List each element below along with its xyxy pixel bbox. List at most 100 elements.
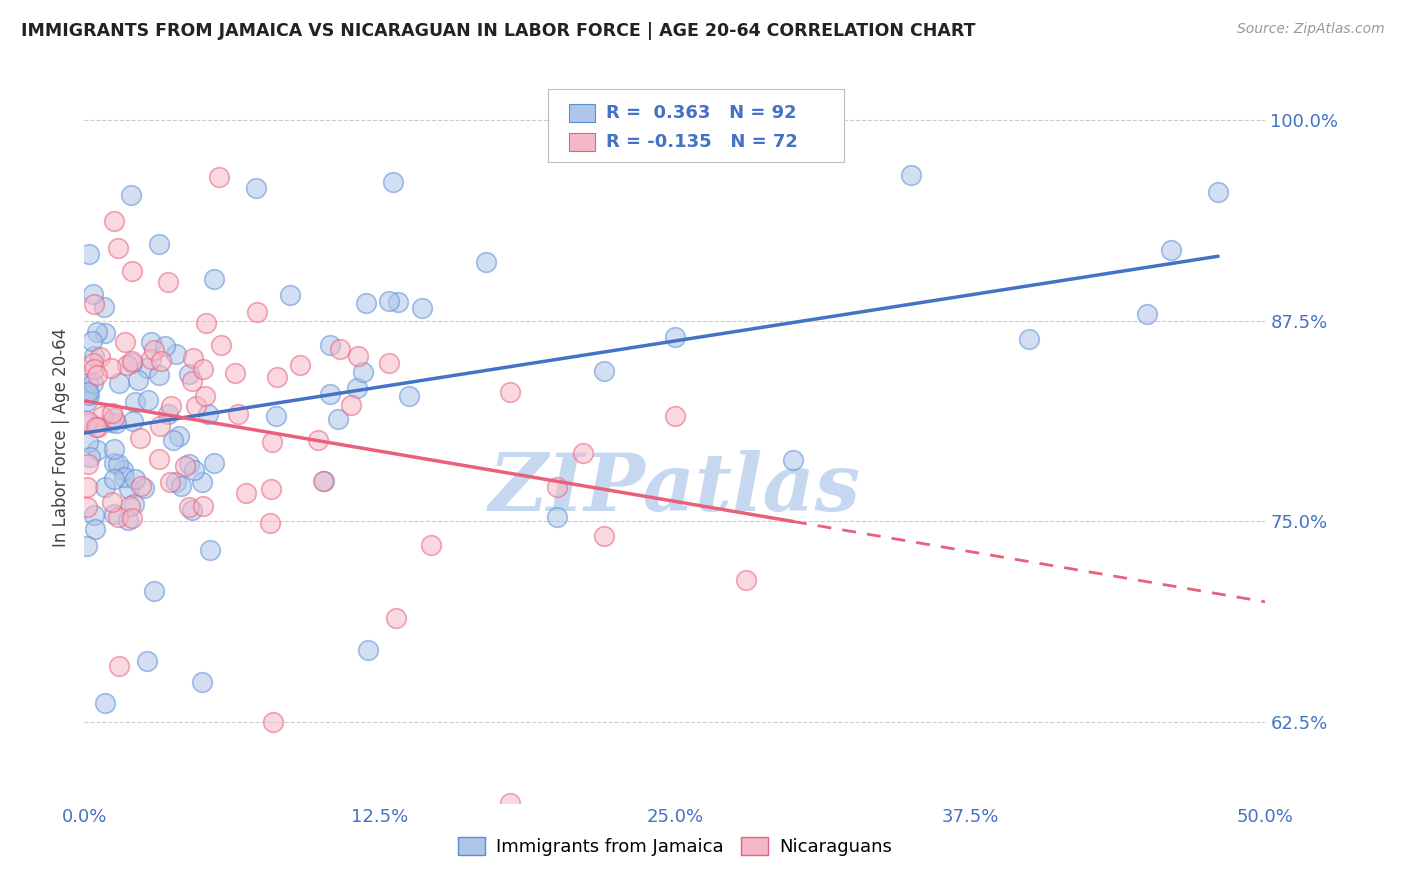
Point bbox=[1136, 307, 1159, 321]
Point bbox=[208, 169, 231, 184]
Point bbox=[174, 459, 197, 474]
Point bbox=[782, 453, 804, 467]
Point bbox=[94, 696, 117, 710]
Point bbox=[79, 387, 101, 401]
Point bbox=[153, 338, 176, 352]
Point bbox=[91, 409, 114, 423]
Point bbox=[76, 480, 98, 494]
Legend: Immigrants from Jamaica, Nicaraguans: Immigrants from Jamaica, Nicaraguans bbox=[450, 830, 900, 863]
Text: ZIPatlas: ZIPatlas bbox=[489, 450, 860, 527]
Point bbox=[83, 296, 105, 310]
Point bbox=[664, 330, 686, 344]
Point bbox=[198, 542, 221, 557]
Point bbox=[226, 407, 249, 421]
Point bbox=[124, 395, 146, 409]
Point bbox=[134, 481, 156, 495]
Point bbox=[312, 474, 335, 488]
Point bbox=[87, 420, 110, 434]
Point bbox=[165, 347, 187, 361]
Point bbox=[122, 414, 145, 428]
Point bbox=[77, 457, 100, 471]
Point bbox=[77, 247, 100, 261]
Point bbox=[312, 474, 335, 488]
Text: IMMIGRANTS FROM JAMAICA VS NICARAGUAN IN LABOR FORCE | AGE 20-64 CORRELATION CHA: IMMIGRANTS FROM JAMAICA VS NICARAGUAN IN… bbox=[21, 22, 976, 40]
Point bbox=[209, 338, 232, 352]
Point bbox=[76, 435, 98, 450]
Point bbox=[129, 479, 152, 493]
Point bbox=[357, 643, 380, 657]
Point bbox=[103, 442, 125, 457]
Point bbox=[100, 360, 122, 375]
Point bbox=[157, 407, 180, 421]
Point bbox=[202, 456, 225, 470]
Point bbox=[202, 271, 225, 285]
Point bbox=[77, 376, 100, 391]
Point bbox=[150, 354, 173, 368]
Point bbox=[77, 384, 100, 399]
Point bbox=[179, 500, 201, 515]
Point bbox=[76, 394, 98, 409]
Point bbox=[122, 497, 145, 511]
Point bbox=[183, 463, 205, 477]
Point bbox=[121, 263, 143, 277]
Point bbox=[377, 356, 399, 370]
Point bbox=[475, 255, 498, 269]
Point bbox=[107, 510, 129, 524]
Point bbox=[260, 435, 283, 450]
Point bbox=[103, 507, 125, 521]
Point bbox=[900, 168, 922, 182]
Point bbox=[107, 241, 129, 255]
Point bbox=[181, 351, 204, 366]
Point bbox=[94, 326, 117, 340]
Point bbox=[571, 446, 593, 460]
Point bbox=[498, 796, 520, 810]
Point bbox=[80, 334, 103, 348]
Point bbox=[329, 343, 352, 357]
Point bbox=[120, 188, 142, 202]
Point bbox=[191, 475, 214, 489]
Point bbox=[129, 431, 152, 445]
Point bbox=[100, 406, 122, 420]
Point bbox=[278, 288, 301, 302]
Point bbox=[103, 214, 125, 228]
Point bbox=[245, 180, 267, 194]
Point bbox=[77, 416, 100, 430]
Point bbox=[148, 452, 170, 467]
Point bbox=[105, 417, 128, 431]
Point bbox=[546, 480, 568, 494]
Point bbox=[82, 286, 104, 301]
Point bbox=[266, 369, 288, 384]
Point bbox=[180, 503, 202, 517]
Point bbox=[83, 508, 105, 523]
Point bbox=[114, 334, 136, 349]
Point bbox=[136, 392, 159, 407]
Point bbox=[235, 486, 257, 500]
Point bbox=[260, 482, 283, 496]
Point bbox=[290, 358, 312, 372]
Point bbox=[76, 500, 98, 514]
Point bbox=[326, 412, 349, 426]
Point bbox=[194, 316, 217, 330]
Point bbox=[82, 356, 104, 370]
Point bbox=[259, 516, 281, 530]
Point bbox=[319, 338, 342, 352]
Point bbox=[100, 415, 122, 429]
Point bbox=[83, 522, 105, 536]
Point bbox=[170, 478, 193, 492]
Text: R = -0.135   N = 72: R = -0.135 N = 72 bbox=[606, 133, 797, 151]
Point bbox=[179, 457, 201, 471]
Point bbox=[121, 356, 143, 370]
Point bbox=[114, 470, 136, 484]
Point bbox=[143, 343, 166, 358]
Point bbox=[159, 475, 181, 490]
Point bbox=[191, 675, 214, 690]
Point bbox=[149, 419, 172, 434]
Point bbox=[419, 538, 441, 552]
Point bbox=[1160, 243, 1182, 257]
Point bbox=[593, 529, 616, 543]
Point bbox=[103, 456, 125, 470]
Point bbox=[354, 296, 377, 310]
Point bbox=[117, 513, 139, 527]
Point bbox=[264, 409, 287, 423]
Point bbox=[546, 510, 568, 524]
